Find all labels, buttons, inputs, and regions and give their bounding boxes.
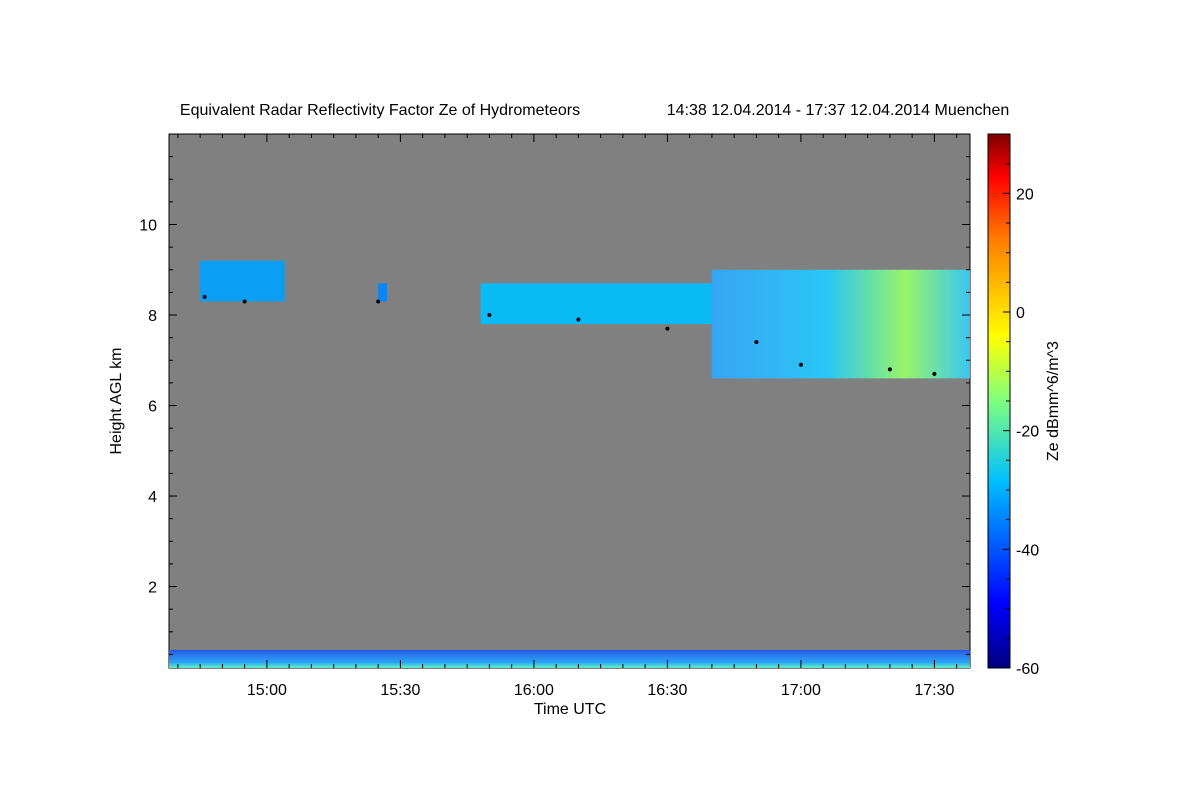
cloud-base-point-0 [202,294,207,299]
cloud-base-point-2 [376,299,381,304]
y-tick-label: 6 [148,399,157,416]
x-tick-label: 16:30 [647,682,687,699]
y-tick-label: 10 [139,218,157,235]
cloud-base-point-9 [932,371,937,376]
x-tick-label: 17:30 [914,682,954,699]
x-axis: 15:00 15:30 16:00 16:30 17:00 17:30 [177,134,958,699]
colorbar: 20 0 -20 -40 -60 Ze dBmm^6/m^3 [987,133,1062,678]
y-tick-label: 4 [148,489,157,506]
cloud-layer [169,260,970,668]
cloud-base-point-4 [576,317,581,322]
x-tick-label: 15:30 [380,682,420,699]
cloud-base-point-7 [798,362,803,367]
y-axis: 2 4 6 8 10 [139,156,970,655]
colorbar-tick-label: -20 [1016,424,1039,441]
colorbar-tick-label: -60 [1016,661,1039,678]
colorbar-label: Ze dBmm^6/m^3 [1045,341,1062,461]
cloud-base-point-6 [754,340,759,345]
x-tick-label: 15:00 [247,682,287,699]
colorbar-ticks: 20 0 -20 -40 -60 [1003,163,1039,678]
plot-background [168,133,971,669]
plot-area [168,133,971,669]
cloud-region-cirrus-deck-1700 [711,269,970,379]
cloud-region-low-clutter [169,649,970,668]
colorbar-tick-label: -40 [1016,542,1039,559]
cloud-base-point-3 [487,313,492,318]
cloud-region-cirrus-patch-1500 [200,260,285,302]
x-axis-label: Time UTC [534,701,606,718]
cloud-base-point-1 [242,299,247,304]
cloud-region-cirrus-deck-1600 [480,283,712,325]
colorbar-tick-label: 20 [1016,186,1034,203]
cloud-region-cirrus-patch-1525 [378,283,388,302]
x-tick-label: 16:00 [514,682,554,699]
chart-subtitle: 14:38 12.04.2014 - 17:37 12.04.2014 Muen… [667,102,1010,119]
x-tick-label: 17:00 [781,682,821,699]
y-tick-label: 8 [148,308,157,325]
y-tick-label: 2 [148,580,157,597]
cloud-base-detections [202,294,937,376]
y-axis-label: Height AGL km [108,347,125,454]
cloud-base-point-8 [887,367,892,372]
cloud-base-point-5 [665,326,670,331]
chart-title: Equivalent Radar Reflectivity Factor Ze … [180,102,580,119]
colorbar-tick-label: 0 [1016,305,1025,322]
